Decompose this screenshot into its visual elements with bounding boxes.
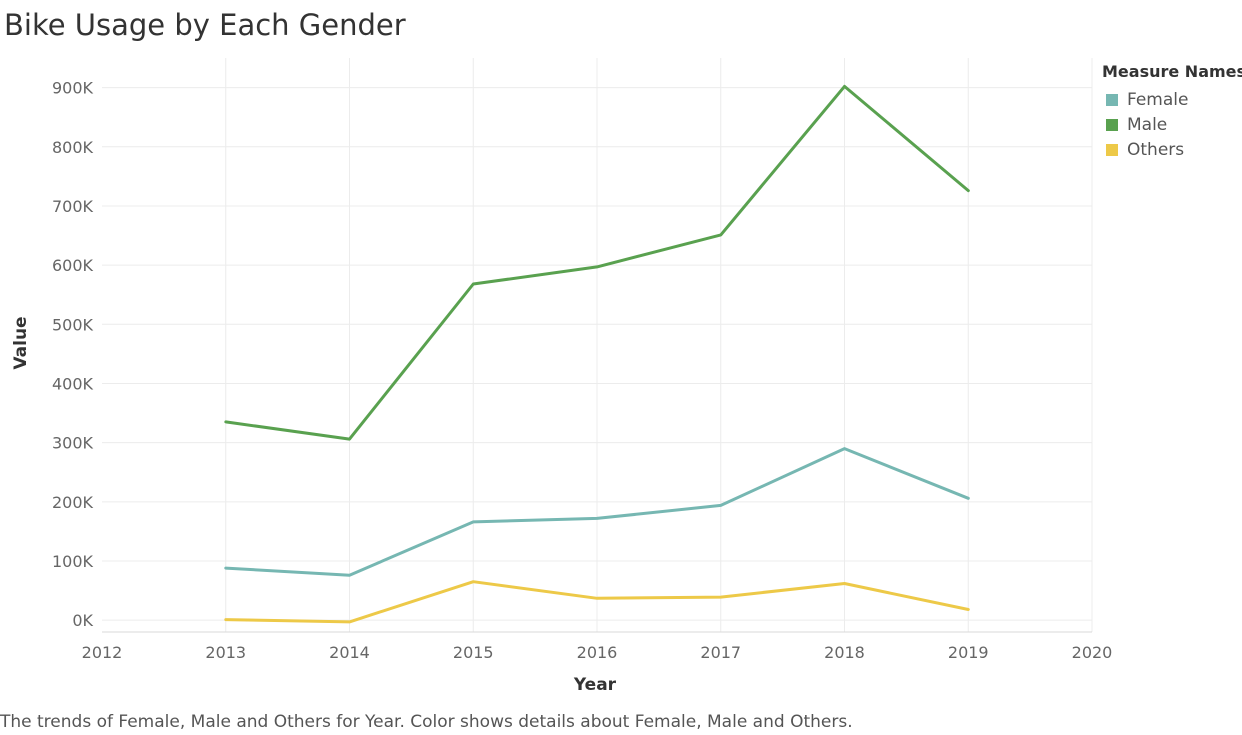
x-tick-label: 2013 <box>205 643 246 662</box>
grid-lines <box>102 58 1093 632</box>
series-line-others <box>224 580 970 624</box>
legend-label-female: Female <box>1127 89 1189 110</box>
legend-label-others: Others <box>1127 139 1185 160</box>
legend-item-female[interactable]: Female <box>1106 87 1242 112</box>
series-line-female <box>224 447 970 577</box>
x-tick-label: 2012 <box>82 643 123 662</box>
x-axis-label: Year <box>573 675 617 695</box>
y-tick-label: 500K <box>52 315 94 334</box>
x-tick-label: 2020 <box>1072 643 1113 662</box>
legend: Measure Names Female Male Others <box>1102 62 1242 162</box>
legend-swatch-male <box>1106 118 1118 131</box>
legend-label-male: Male <box>1127 114 1168 135</box>
series-lines <box>224 84 970 624</box>
legend-swatch-others <box>1106 143 1118 156</box>
series-line-male <box>224 84 970 441</box>
x-tick-label: 2018 <box>824 643 865 662</box>
y-tick-label: 700K <box>52 197 94 216</box>
chart-title: Bike Usage by Each Gender <box>4 8 406 42</box>
y-tick-label: 600K <box>52 256 94 275</box>
y-tick-label: 300K <box>52 434 94 453</box>
x-tick-label: 2019 <box>948 643 989 662</box>
x-tick-label: 2017 <box>700 643 741 662</box>
y-tick-label: 100K <box>52 552 94 571</box>
legend-item-male[interactable]: Male <box>1106 112 1242 137</box>
x-tick-label: 2014 <box>329 643 370 662</box>
x-tick-label: 2016 <box>577 643 618 662</box>
y-tick-label: 200K <box>52 493 94 512</box>
legend-swatch-female <box>1106 93 1118 106</box>
axes: 0K 100K 200K 300K 400K 500K 600K 700K 800K 900K 20… <box>52 79 1112 662</box>
y-tick-label: 800K <box>52 138 94 157</box>
y-tick-label: 900K <box>52 79 94 98</box>
x-tick-label: 2015 <box>453 643 494 662</box>
legend-item-others[interactable]: Others <box>1106 137 1242 162</box>
y-tick-label: 0K <box>72 611 93 630</box>
legend-title: Measure Names <box>1102 62 1242 81</box>
chart-caption: The trends of Female, Male and Others fo… <box>0 712 853 732</box>
y-axis-label: Value <box>11 316 31 369</box>
y-tick-label: 400K <box>52 374 94 393</box>
